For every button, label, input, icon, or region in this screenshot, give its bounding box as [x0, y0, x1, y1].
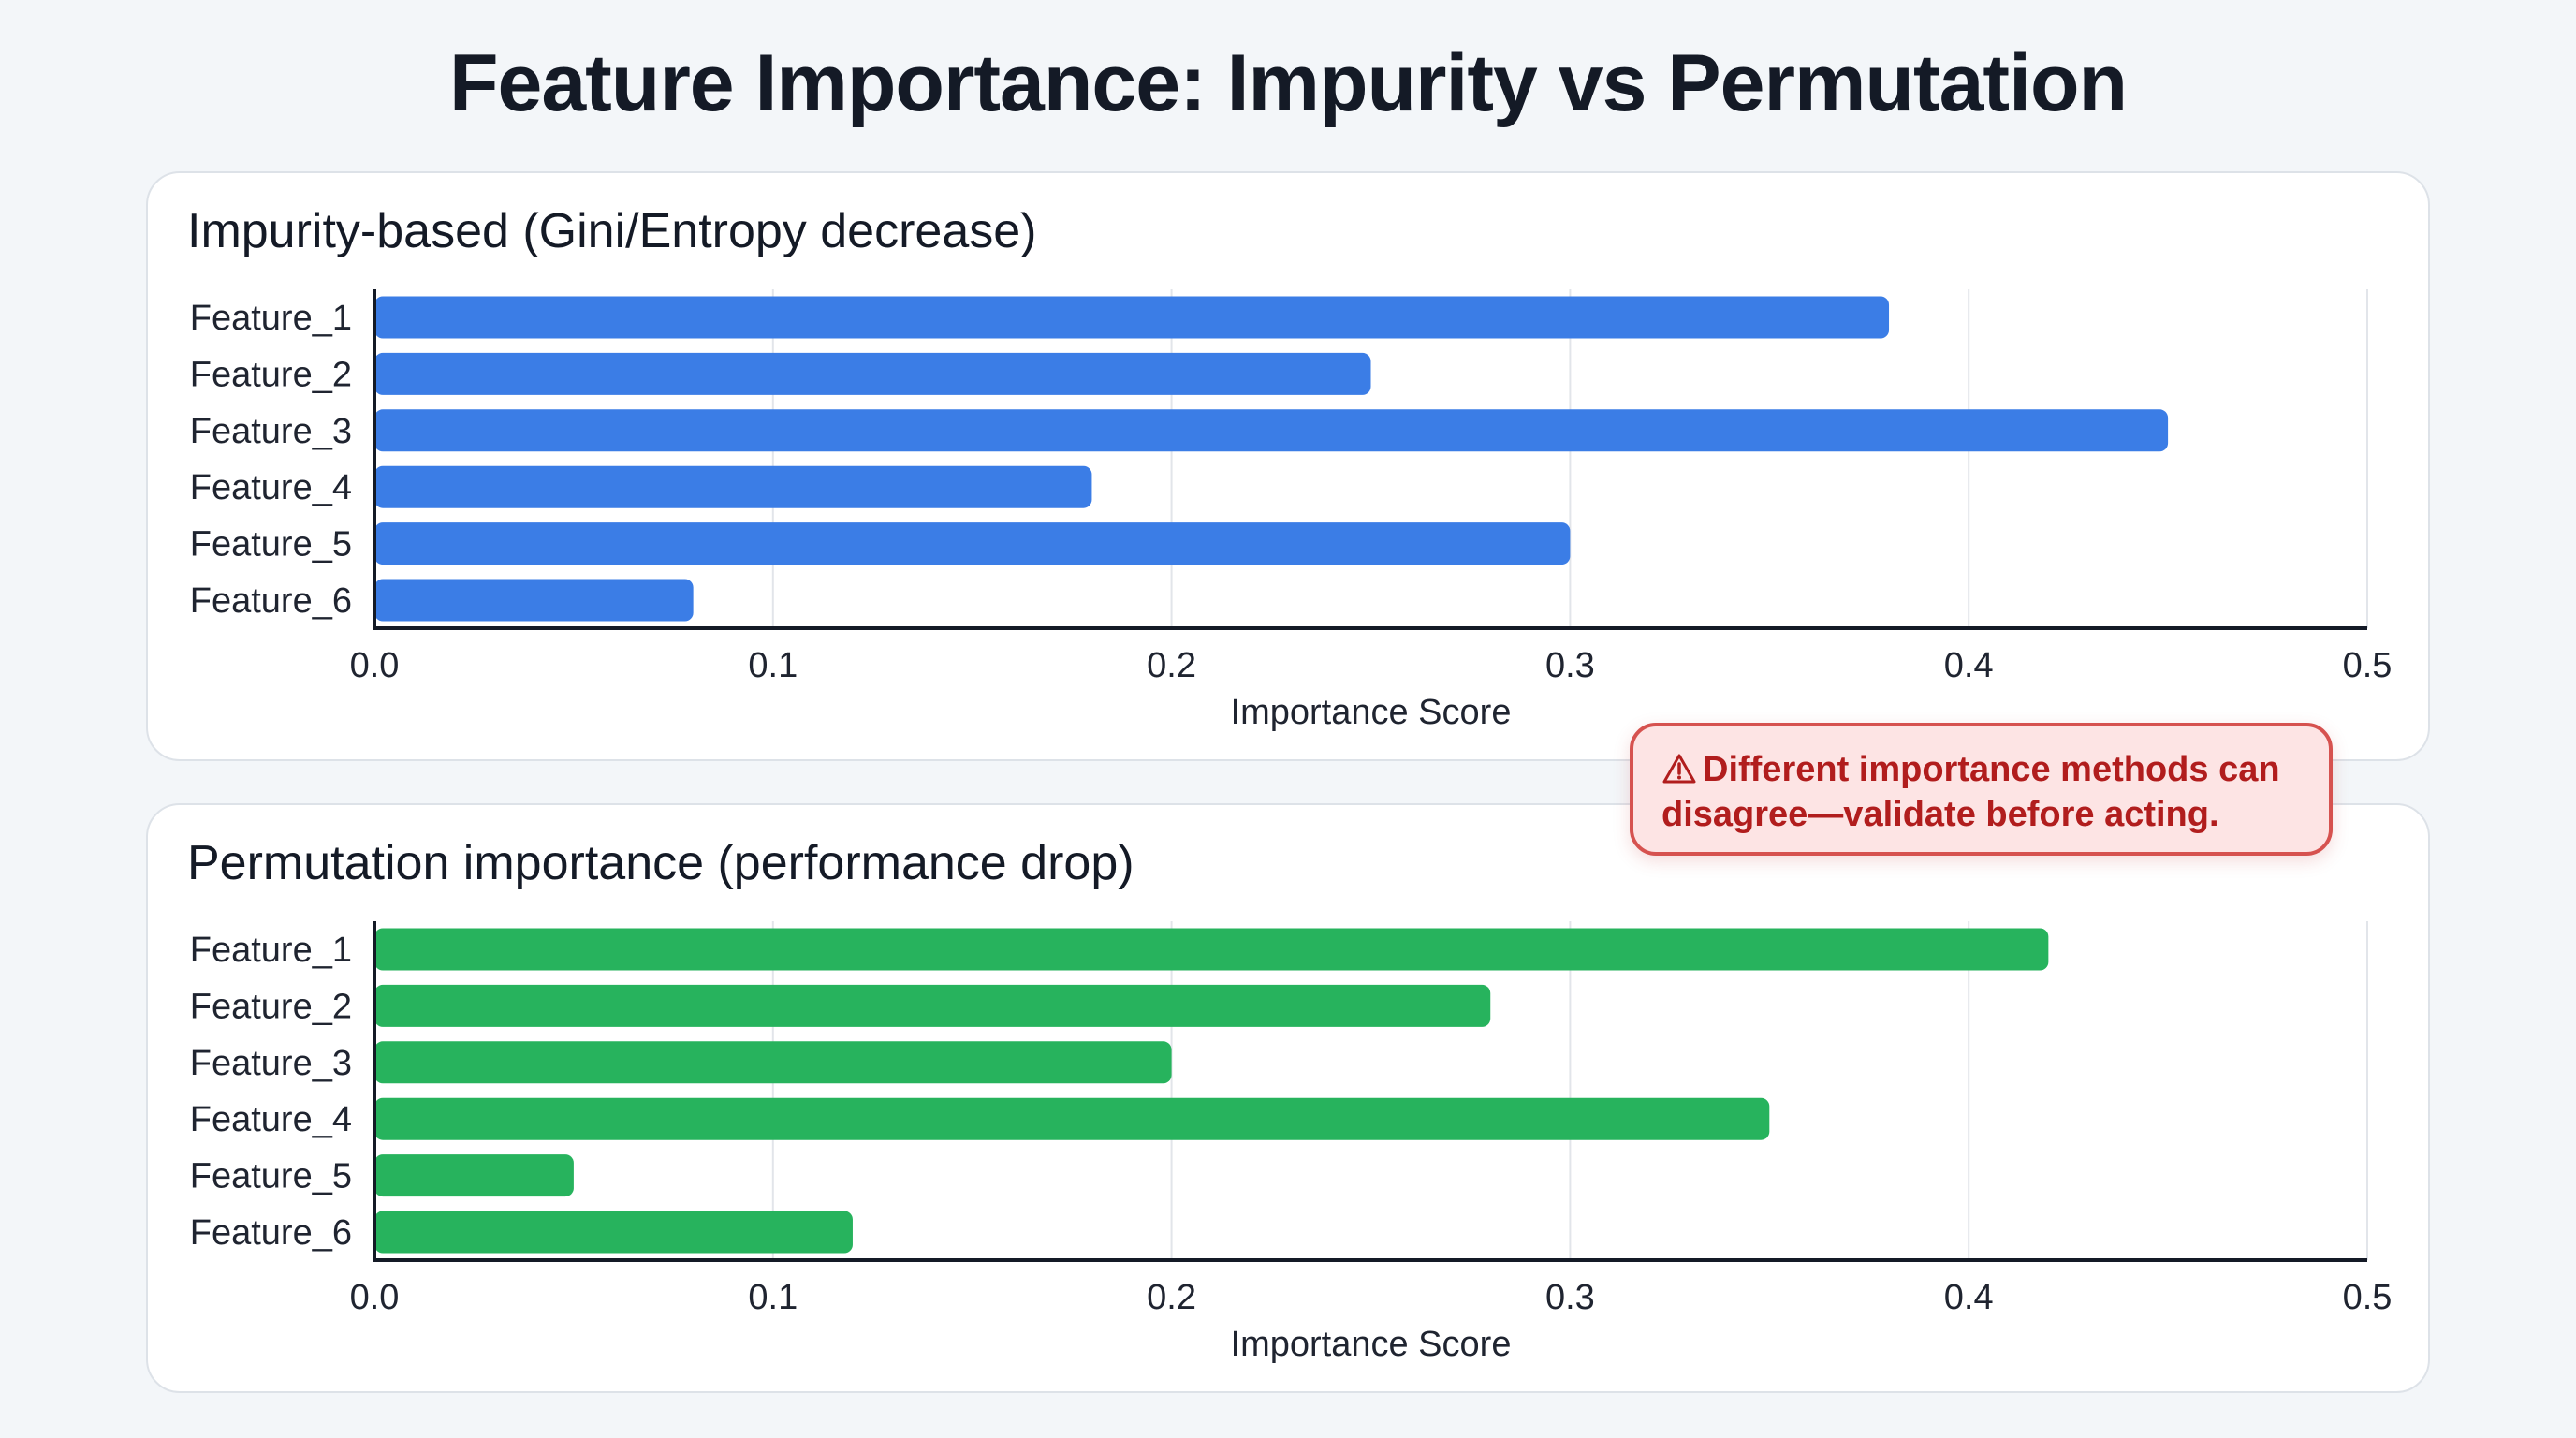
x-axis-label: Importance Score — [1231, 693, 1512, 732]
page-title: Feature Importance: Impurity vs Permutat… — [448, 38, 2128, 128]
y-tick-label: Feature_5 — [190, 1157, 352, 1196]
y-tick-label: Feature_1 — [190, 299, 352, 338]
bar-feature-1 — [374, 928, 2049, 971]
x-tick-label: 0.2 — [1147, 646, 1196, 685]
x-axis-label: Importance Score — [1231, 1325, 1512, 1364]
bar-feature-2 — [374, 984, 1491, 1027]
impurity-chart-panel: Impurity-based (Gini/Entropy decrease) 0… — [146, 171, 2430, 761]
x-tick-label: 0.1 — [748, 1278, 798, 1317]
y-tick-label: Feature_4 — [190, 1100, 352, 1139]
y-tick-label: Feature_2 — [190, 987, 352, 1026]
y-tick-label: Feature_5 — [190, 525, 352, 565]
y-tick-label: Feature_3 — [190, 1044, 352, 1083]
x-tick-label: 0.1 — [748, 646, 798, 685]
x-tick-label: 0.4 — [1944, 646, 1994, 685]
impurity-bar-chart: 0.0 0.1 0.2 0.3 0.4 0.5 Feature_1 Feature_2 Feat… — [190, 289, 2393, 732]
y-tick-label: Feature_6 — [190, 581, 352, 621]
bar-feature-6 — [374, 579, 694, 622]
x-tick-label: 0.3 — [1545, 646, 1595, 685]
x-tick-label: 0.0 — [350, 1278, 400, 1317]
x-tick-label: 0.5 — [2343, 1278, 2393, 1317]
chart-title: Permutation importance (performance drop… — [187, 836, 1134, 890]
bar-feature-2 — [374, 352, 1371, 395]
x-tick-label: 0.3 — [1545, 1278, 1595, 1317]
warning-text: Different importance methods can disagre… — [1661, 750, 2280, 834]
y-tick-label: Feature_1 — [190, 931, 352, 970]
y-tick-label: Feature_3 — [190, 412, 352, 451]
y-tick-label: Feature_6 — [190, 1213, 352, 1253]
x-tick-label: 0.4 — [1944, 1278, 1994, 1317]
y-tick-label: Feature_4 — [190, 468, 352, 507]
bar-feature-6 — [374, 1211, 853, 1254]
bar-feature-1 — [374, 296, 1890, 339]
permutation-bar-chart: 0.0 0.1 0.2 0.3 0.4 0.5 Feature_1 Feature_2 Feat… — [190, 921, 2393, 1364]
bar-feature-5 — [374, 1154, 574, 1197]
y-tick-label: Feature_2 — [190, 355, 352, 394]
x-tick-label: 0.5 — [2343, 646, 2393, 685]
warning-triangle-icon — [1662, 754, 1696, 784]
permutation-chart-panel: Permutation importance (performance drop… — [146, 803, 2430, 1393]
bar-feature-3 — [374, 409, 2169, 452]
warning-callout: Different importance methods can disagre… — [1630, 723, 2333, 856]
x-tick-label: 0.2 — [1147, 1278, 1196, 1317]
bar-feature-5 — [374, 522, 1571, 565]
x-tick-label: 0.0 — [350, 646, 400, 685]
bar-feature-4 — [374, 1097, 1770, 1140]
bar-feature-3 — [374, 1041, 1172, 1084]
chart-title: Impurity-based (Gini/Entropy decrease) — [187, 204, 1037, 258]
bar-feature-4 — [374, 465, 1092, 508]
